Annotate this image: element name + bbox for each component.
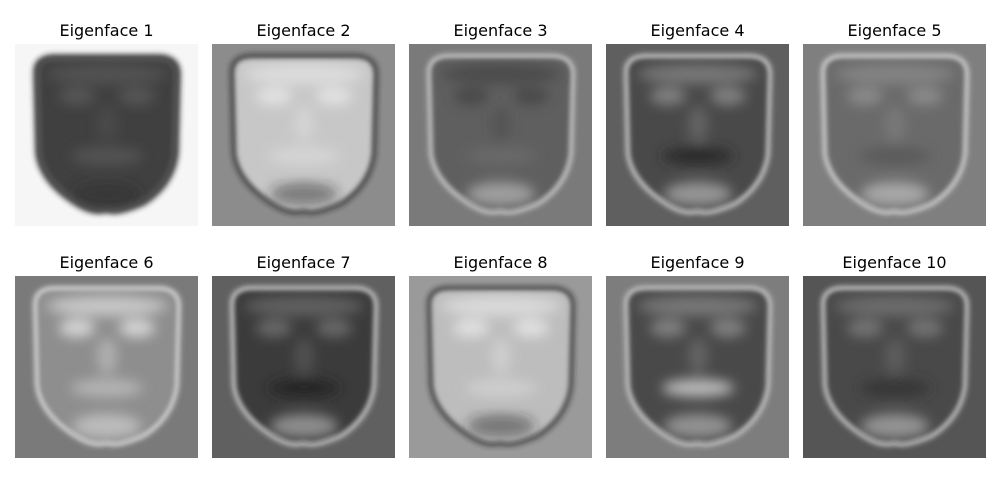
eigenface-title-6: Eigenface 6 — [59, 253, 154, 272]
eigenface-panel-2: Eigenface 2 — [212, 18, 395, 226]
eigenface-image-5 — [803, 44, 986, 226]
eigenface-title-2: Eigenface 2 — [256, 21, 351, 40]
eigenface-panel-3: Eigenface 3 — [409, 18, 592, 226]
eigenface-title-8: Eigenface 8 — [453, 253, 548, 272]
eigenface-title-5: Eigenface 5 — [847, 21, 942, 40]
eigenface-image-7 — [212, 276, 395, 458]
eigenface-image-6 — [15, 276, 198, 458]
eigenface-panel-10: Eigenface 10 — [803, 250, 986, 458]
eigenface-panel-5: Eigenface 5 — [803, 18, 986, 226]
eigenface-panel-9: Eigenface 9 — [606, 250, 789, 458]
eigenface-title-10: Eigenface 10 — [842, 253, 947, 272]
eigenface-panel-4: Eigenface 4 — [606, 18, 789, 226]
eigenface-image-8 — [409, 276, 592, 458]
eigenface-title-4: Eigenface 4 — [650, 21, 745, 40]
eigenface-panel-8: Eigenface 8 — [409, 250, 592, 458]
eigenface-panel-6: Eigenface 6 — [15, 250, 198, 458]
eigenface-title-3: Eigenface 3 — [453, 21, 548, 40]
eigenface-image-3 — [409, 44, 592, 226]
eigenface-image-2 — [212, 44, 395, 226]
eigenface-image-9 — [606, 276, 789, 458]
eigenface-image-4 — [606, 44, 789, 226]
eigenface-panel-1: Eigenface 1 — [15, 18, 198, 226]
eigenface-image-1 — [15, 44, 198, 226]
eigenface-title-1: Eigenface 1 — [59, 21, 154, 40]
eigenface-title-9: Eigenface 9 — [650, 253, 745, 272]
eigenface-title-7: Eigenface 7 — [256, 253, 351, 272]
eigenface-panel-7: Eigenface 7 — [212, 250, 395, 458]
eigenface-image-10 — [803, 276, 986, 458]
